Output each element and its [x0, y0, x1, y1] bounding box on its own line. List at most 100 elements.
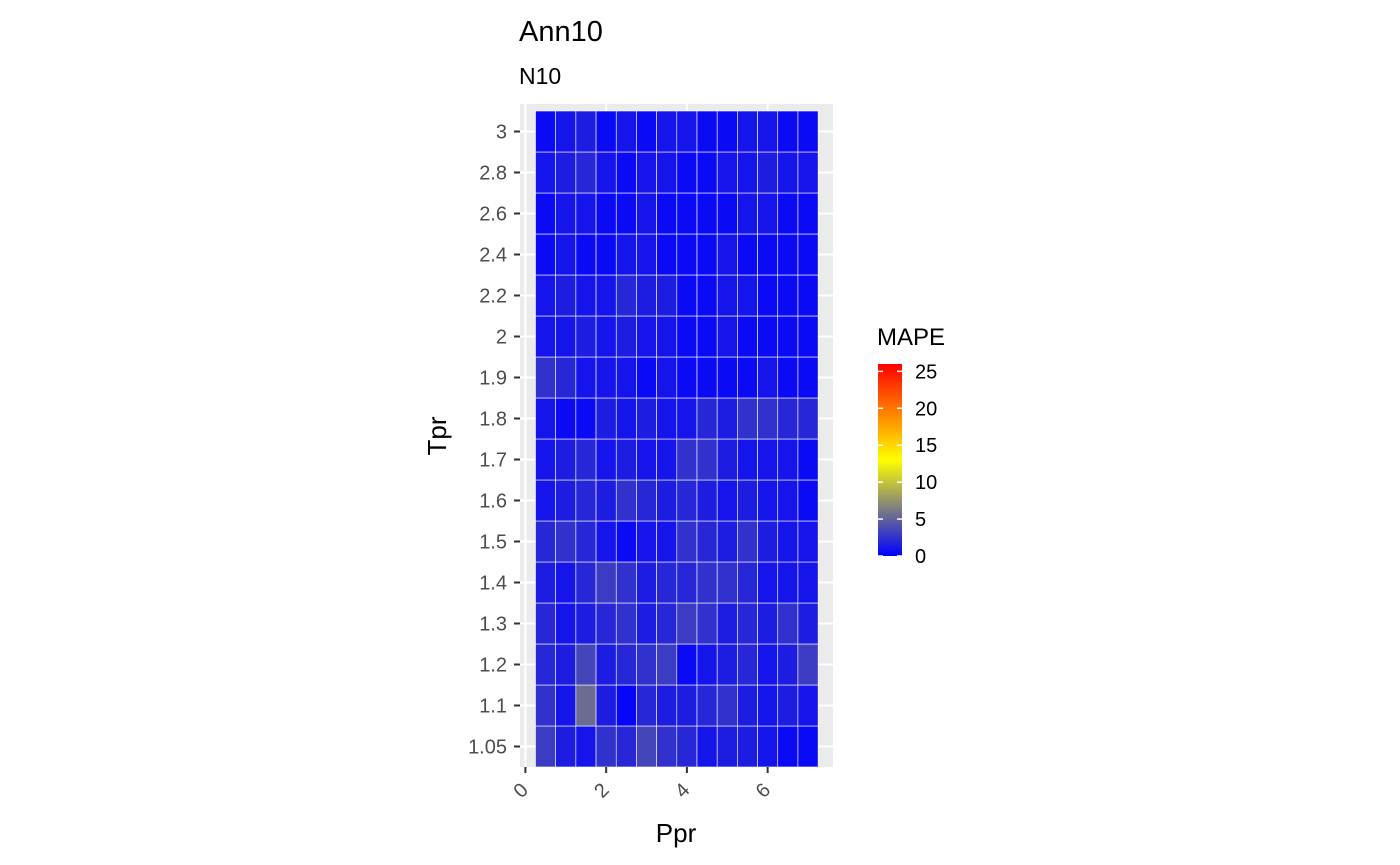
- heatmap-cell: [555, 192, 577, 235]
- legend-colorbar: [878, 364, 902, 556]
- heatmap-cell: [636, 151, 657, 194]
- heatmap-cell: [656, 110, 678, 153]
- heatmap-cell: [636, 397, 657, 440]
- heatmap-cell: [595, 643, 617, 686]
- heatmap-cell: [676, 233, 698, 276]
- heatmap-cell: [656, 520, 678, 563]
- heatmap-cell: [595, 356, 617, 399]
- heatmap-cell: [595, 192, 617, 235]
- heatmap-cell: [555, 725, 577, 768]
- heatmap-cell: [656, 561, 678, 604]
- heatmap-cell: [575, 274, 597, 317]
- heatmap-cell: [757, 725, 779, 768]
- heatmap-cell: [757, 397, 779, 440]
- heatmap-cell: [615, 397, 637, 440]
- heatmap-cell: [696, 684, 718, 727]
- heatmap-cell: [757, 356, 779, 399]
- heatmap-cell: [615, 438, 637, 481]
- heatmap-cell: [555, 274, 577, 317]
- heatmap-cell: [696, 725, 718, 768]
- heatmap-cell: [696, 561, 718, 604]
- legend-tick-label: 0: [915, 546, 926, 568]
- heatmap-cell: [575, 725, 597, 768]
- heatmap-cell: [575, 479, 597, 522]
- heatmap-cell: [595, 725, 617, 768]
- heatmap-cell: [595, 274, 617, 317]
- heatmap-cell: [615, 151, 637, 194]
- heatmap-cell: [797, 110, 819, 153]
- heatmap-cell: [575, 684, 597, 727]
- heatmap-cell: [636, 315, 657, 358]
- heatmap-cell: [737, 520, 758, 563]
- heatmap-cell: [535, 684, 556, 727]
- heatmap-cell: [676, 438, 698, 481]
- heatmap-cell: [575, 192, 597, 235]
- y-axis-title: Tpr: [422, 416, 452, 455]
- heatmap-cell: [696, 315, 718, 358]
- heatmap-cells: [535, 110, 819, 768]
- heatmap-cell: [716, 151, 738, 194]
- y-tick-label: 1.2: [479, 655, 507, 677]
- heatmap-cell: [615, 520, 637, 563]
- heatmap-cell: [757, 561, 779, 604]
- heatmap-cell: [595, 684, 617, 727]
- heatmap-cell: [575, 110, 597, 153]
- heatmap-cell: [535, 438, 556, 481]
- y-tick-label: 1.6: [479, 491, 507, 513]
- heatmap-cell: [676, 725, 698, 768]
- heatmap-cell: [535, 602, 556, 645]
- heatmap-cell: [716, 233, 738, 276]
- heatmap-cell: [636, 684, 657, 727]
- heatmap-cell: [636, 725, 657, 768]
- heatmap-cell: [676, 356, 698, 399]
- heatmap-cell: [555, 151, 577, 194]
- heatmap-cell: [737, 438, 758, 481]
- heatmap-cell: [555, 602, 577, 645]
- heatmap-cell: [535, 561, 556, 604]
- heatmap-cell: [797, 315, 819, 358]
- heatmap-cell: [716, 479, 738, 522]
- heatmap-cell: [575, 233, 597, 276]
- heatmap-cell: [656, 192, 678, 235]
- heatmap-cell: [757, 602, 779, 645]
- heatmap-cell: [676, 479, 698, 522]
- heatmap-cell: [575, 520, 597, 563]
- heatmap-cell: [575, 438, 597, 481]
- y-tick-label: 2.6: [479, 204, 507, 226]
- heatmap-cell: [696, 151, 718, 194]
- heatmap-cell: [535, 151, 556, 194]
- heatmap-cell: [555, 315, 577, 358]
- legend-ticks: 0 5 10 15 20 25: [878, 361, 937, 568]
- heatmap-cell: [676, 151, 698, 194]
- heatmap-cell: [716, 684, 738, 727]
- legend-title: MAPE: [877, 324, 945, 351]
- y-tick-label: 3: [496, 122, 507, 144]
- heatmap-cell: [535, 233, 556, 276]
- y-tick-label: 1.05: [468, 737, 507, 759]
- heatmap-cell: [797, 643, 819, 686]
- heatmap-cell: [716, 725, 738, 768]
- heatmap-cell: [716, 643, 738, 686]
- heatmap-cell: [636, 110, 657, 153]
- heatmap-cell: [777, 520, 799, 563]
- heatmap-cell: [696, 438, 718, 481]
- heatmap-cell: [737, 479, 758, 522]
- heatmap-cell: [797, 192, 819, 235]
- heatmap-cell: [797, 397, 819, 440]
- heatmap-cell: [797, 356, 819, 399]
- heatmap-cell: [676, 561, 698, 604]
- heatmap-cell: [575, 151, 597, 194]
- heatmap-cell: [737, 561, 758, 604]
- heatmap-cell: [595, 520, 617, 563]
- x-tick-label: 0: [509, 779, 532, 802]
- y-tick-label: 1.3: [479, 614, 507, 636]
- heatmap-cell: [696, 520, 718, 563]
- heatmap-cell: [696, 643, 718, 686]
- heatmap-cell: [737, 397, 758, 440]
- heatmap-cell: [656, 356, 678, 399]
- heatmap-cell: [555, 233, 577, 276]
- heatmap-cell: [535, 274, 556, 317]
- heatmap-cell: [757, 315, 779, 358]
- heatmap-cell: [757, 110, 779, 153]
- heatmap-cell: [676, 397, 698, 440]
